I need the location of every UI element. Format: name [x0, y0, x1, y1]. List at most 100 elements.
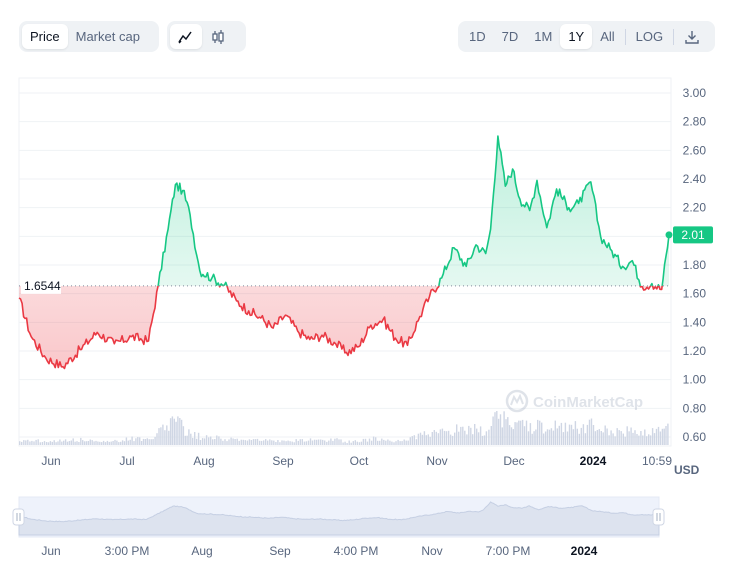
volume-bar	[275, 442, 277, 445]
volume-bar	[267, 440, 269, 445]
download-icon[interactable]	[676, 24, 708, 49]
volume-bar	[474, 424, 476, 445]
volume-bar	[177, 416, 179, 445]
volume-bar	[309, 438, 312, 445]
volume-bar	[411, 436, 413, 445]
volume-bar	[114, 439, 116, 445]
volume-bar	[649, 435, 652, 445]
volume-bar	[622, 433, 624, 445]
volume-bar	[175, 421, 177, 445]
candlestick-icon[interactable]	[202, 24, 234, 49]
range-7d[interactable]: 7D	[501, 29, 519, 44]
navigator-label: Nov	[421, 544, 442, 558]
x-tick-label: Jun	[41, 454, 60, 468]
y-tick-label: 0.60	[683, 430, 707, 444]
currency-label: USD	[674, 463, 700, 477]
volume-bar	[87, 441, 90, 445]
volume-bar	[328, 440, 330, 445]
volume-bar	[415, 439, 418, 445]
volume-bar	[291, 441, 293, 445]
volume-bar	[123, 441, 126, 445]
volume-bar	[89, 439, 91, 445]
y-axis: 3.002.802.602.402.202.001.801.601.401.20…	[683, 86, 707, 444]
volume-bar	[97, 441, 99, 445]
volume-bar	[125, 437, 128, 445]
volume-bar	[568, 424, 571, 445]
volume-bar	[230, 437, 232, 445]
volume-bar	[389, 440, 391, 445]
range-1m[interactable]: 1M	[534, 29, 553, 44]
y-tick-label: 1.60	[683, 287, 707, 301]
volume-bar	[624, 436, 626, 445]
volume-bar	[383, 439, 385, 445]
baseline-label-bg	[21, 277, 61, 294]
volume-bar	[218, 436, 220, 445]
volume-bar	[311, 440, 314, 445]
volume-bar	[407, 440, 409, 445]
price-line-up	[157, 135, 670, 286]
x-tick-label: 10:59	[642, 454, 672, 468]
volume-bar	[661, 428, 664, 445]
volume-bar	[381, 438, 383, 445]
volume-bar	[488, 429, 490, 445]
volume-bar	[53, 440, 55, 445]
volume-bar	[186, 435, 188, 445]
volume-bar	[391, 441, 393, 445]
volume-bar	[283, 440, 285, 445]
volume-bar	[265, 439, 267, 445]
volume-bar	[413, 435, 415, 445]
tab-price[interactable]: Price	[22, 24, 68, 49]
volume-bar	[27, 439, 29, 445]
y-tick-label: 2.80	[683, 115, 707, 129]
volume-bar	[201, 438, 204, 445]
navigator-handle-right[interactable]	[652, 508, 665, 526]
tab-market-cap[interactable]: Market cap	[75, 29, 140, 44]
volume-bar	[356, 441, 358, 445]
range-1d[interactable]: 1D	[469, 29, 486, 44]
volume-bar	[137, 437, 139, 445]
navigator-label: 3:00 PM	[105, 544, 150, 558]
line-chart-icon[interactable]	[170, 24, 202, 49]
watermark-text: CoinMarketCap	[533, 394, 643, 411]
volume-bar	[657, 426, 660, 445]
volume-bar	[180, 419, 183, 445]
x-tick-label: Nov	[426, 454, 447, 468]
plot-frame	[18, 77, 672, 447]
volume-bar	[590, 418, 593, 445]
range-navigator[interactable]: Jun 3:00 PM Aug Sep 4:00 PM Nov 7:00 PM …	[0, 490, 734, 560]
volume-bar	[638, 435, 640, 445]
volume-bar	[352, 441, 354, 445]
volume-bar	[252, 439, 255, 445]
volume-bar	[648, 434, 650, 445]
volume-bar	[348, 440, 350, 445]
navigator-handle-left[interactable]	[12, 508, 25, 526]
price-chart[interactable]: 3.002.802.602.402.202.001.801.601.401.20…	[0, 70, 734, 540]
volume-bar	[299, 439, 301, 445]
navigator-mini-series	[18, 501, 660, 536]
volume-bar	[106, 440, 109, 445]
range-1y[interactable]: 1Y	[560, 24, 593, 49]
metric-toggle: Price Market cap	[19, 21, 159, 52]
volume-bar	[541, 422, 543, 445]
range-all[interactable]: All	[600, 29, 615, 44]
volume-bar	[598, 429, 600, 445]
volume-bar	[51, 441, 53, 445]
volume-bar	[182, 426, 185, 445]
log-scale-button[interactable]: LOG	[635, 29, 664, 44]
volume-bar	[301, 439, 303, 445]
volume-bar	[47, 442, 50, 445]
volume-bar	[166, 425, 168, 445]
volume-bar	[375, 437, 377, 445]
volume-bar	[358, 442, 361, 445]
volume-bar	[21, 441, 23, 445]
volume-bar	[435, 431, 437, 445]
volume-bar	[525, 420, 528, 445]
volume-bar	[297, 440, 299, 445]
volume-bar	[574, 421, 577, 445]
y-tick-label: 0.80	[683, 401, 707, 415]
volume-bar	[228, 439, 230, 445]
volume-bar	[19, 441, 21, 445]
volume-bar	[95, 440, 97, 445]
volume-bar	[542, 433, 545, 445]
volume-bar	[451, 435, 454, 445]
